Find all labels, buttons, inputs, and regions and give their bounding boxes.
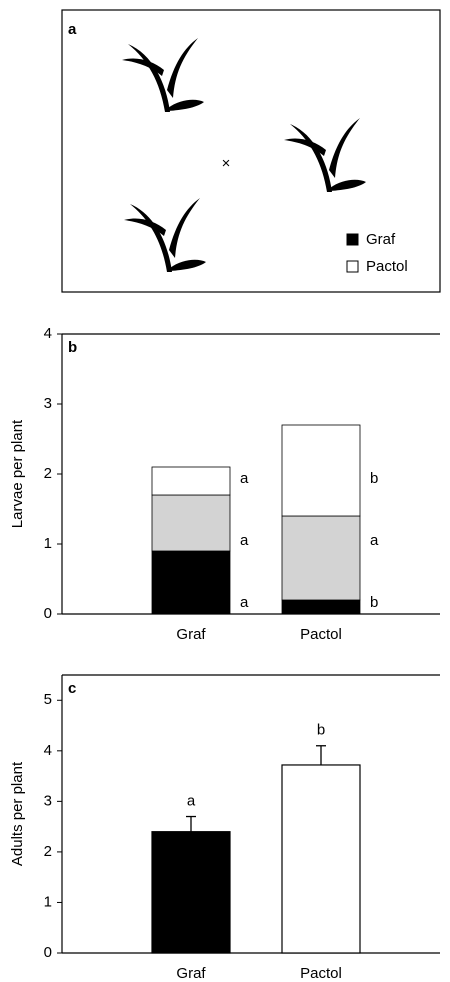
bar-segment: [281, 599, 361, 615]
x-tick-label: Graf: [176, 626, 206, 643]
bar: [281, 764, 361, 954]
significance-letter: a: [240, 470, 249, 487]
y-tick-label: 0: [44, 605, 52, 622]
significance-letter: a: [370, 532, 379, 549]
bar-segment: [281, 424, 361, 517]
y-tick-label: 3: [44, 792, 52, 809]
significance-letter: a: [240, 532, 249, 549]
plant: [72, 118, 154, 192]
center-marker: ×: [222, 155, 231, 172]
panel-label: c: [68, 680, 76, 697]
y-tick-label: 1: [44, 535, 52, 552]
y-tick-label: 4: [44, 325, 52, 342]
x-tick-label: Graf: [176, 965, 206, 982]
plant: [230, 198, 312, 272]
legend-swatch: [346, 260, 359, 273]
plant: [124, 198, 206, 272]
legend-swatch: [346, 233, 359, 246]
y-tick-label: 1: [44, 893, 52, 910]
plant: [284, 118, 366, 192]
y-tick-label: 3: [44, 395, 52, 412]
y-tick-label: 5: [44, 691, 52, 708]
y-tick-label: 0: [44, 944, 52, 961]
significance-letter: b: [370, 594, 378, 611]
bar-segment: [151, 494, 231, 552]
plant: [122, 38, 204, 112]
y-axis-label: Adults per plant: [9, 761, 26, 866]
bar-segment: [281, 515, 361, 601]
x-tick-label: Pactol: [300, 965, 342, 982]
panel-a: a × Graf Pactol: [61, 9, 441, 293]
panel-label: a: [68, 21, 77, 38]
significance-letter: a: [187, 792, 196, 809]
bar-segment: [151, 466, 231, 496]
legend-label: Pactol: [366, 258, 408, 275]
bar-segment: [151, 550, 231, 615]
significance-letter: b: [370, 470, 378, 487]
y-tick-label: 4: [44, 742, 52, 759]
significance-letter: b: [317, 722, 325, 739]
x-tick-label: Pactol: [300, 626, 342, 643]
y-tick-label: 2: [44, 465, 52, 482]
legend-label: Graf: [366, 231, 396, 248]
y-tick-label: 2: [44, 843, 52, 860]
significance-letter: a: [240, 594, 249, 611]
panel-label: b: [68, 339, 77, 356]
bar: [151, 831, 231, 954]
plant: [230, 38, 312, 112]
panel-frame: [61, 9, 441, 293]
y-axis-label: Larvae per plant: [9, 419, 26, 528]
